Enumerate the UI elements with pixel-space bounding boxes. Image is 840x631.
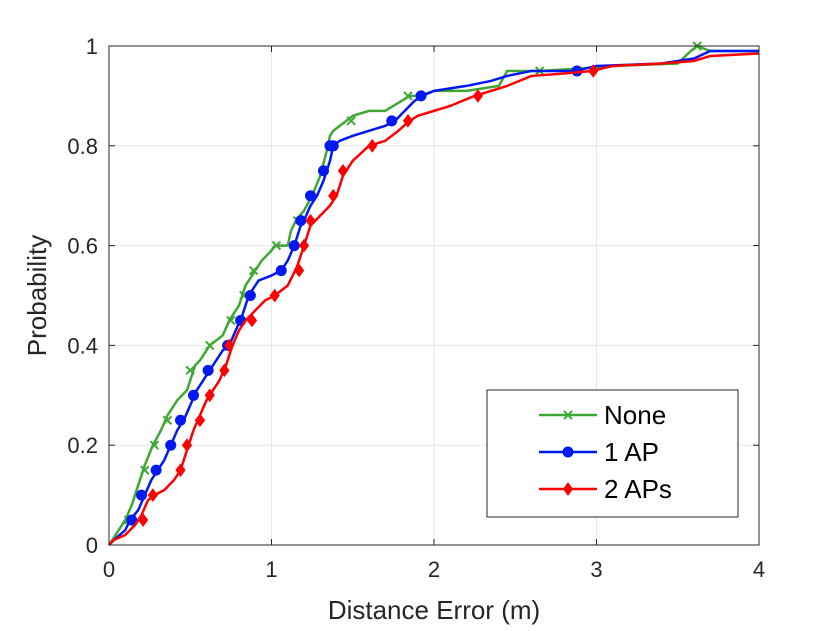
data-point-2-18 xyxy=(588,64,599,78)
x-axis-label: Distance Error (m) xyxy=(328,595,540,625)
legend-entry-2: 2 APs xyxy=(539,474,672,504)
data-point-2-1 xyxy=(147,488,158,502)
data-point-1-16 xyxy=(327,140,339,152)
data-point-2-3 xyxy=(181,438,193,453)
data-point-2-13 xyxy=(328,188,339,203)
data-point-0-1 xyxy=(140,465,150,475)
legend-entry-0: None xyxy=(539,400,666,430)
data-point-1-1 xyxy=(136,489,147,501)
data-point-1-0 xyxy=(126,514,138,526)
data-point-1-12 xyxy=(295,215,307,227)
data-point-2-4 xyxy=(194,413,206,428)
data-point-1-17 xyxy=(386,115,398,127)
data-point-2-12 xyxy=(305,213,316,228)
data-point-2-8 xyxy=(246,313,258,328)
axes xyxy=(108,45,760,546)
data-point-0-8 xyxy=(248,265,259,276)
y-tick-label-3: 0.6 xyxy=(67,234,98,259)
data-point-1-6 xyxy=(202,364,214,376)
data-point-1-13 xyxy=(305,190,316,202)
y-tick-label-5: 1 xyxy=(86,34,98,59)
data-point-1-11 xyxy=(288,240,300,252)
x-tick-label-1: 1 xyxy=(265,557,277,582)
data-point-2-15 xyxy=(367,138,378,153)
data-point-2-2 xyxy=(175,463,186,477)
tick-labels: 0 1 2 3 4 0 0.2 0.4 0.6 0.8 1 xyxy=(67,34,765,582)
series-1-ap xyxy=(108,49,759,546)
data-point-0-3 xyxy=(162,415,173,425)
data-point-1-14 xyxy=(318,165,329,177)
series-layer xyxy=(107,41,760,546)
data-point-2-5 xyxy=(204,388,215,403)
data-point-1-10 xyxy=(275,265,287,277)
y-tick-label-2: 0.4 xyxy=(67,333,98,358)
x-tick-label-0: 0 xyxy=(103,557,115,582)
series-2-aps xyxy=(108,52,760,546)
data-point-0-9 xyxy=(271,240,282,251)
data-point-0-12 xyxy=(403,91,413,101)
y-tick-label-0: 0 xyxy=(86,533,98,558)
data-point-2-9 xyxy=(269,288,280,303)
data-point-1-3 xyxy=(165,439,177,451)
x-tick-label-3: 3 xyxy=(590,557,602,582)
series-none xyxy=(107,41,759,546)
data-point-0-5 xyxy=(205,340,215,351)
legend-entry-1: 1 AP xyxy=(539,437,659,467)
data-point-2-17 xyxy=(472,89,483,103)
data-point-0-11 xyxy=(346,116,356,126)
legend-label-1: 1 AP xyxy=(604,437,659,467)
data-point-1-4 xyxy=(175,414,186,426)
data-point-2-16 xyxy=(402,114,414,128)
data-point-1-5 xyxy=(188,389,199,401)
legend-box xyxy=(486,389,739,518)
legend-label-0: None xyxy=(604,400,666,430)
y-axis-label: Probability xyxy=(22,235,52,356)
data-point-2-0 xyxy=(138,513,149,527)
legend-marker-2 xyxy=(562,482,574,496)
x-tick-label-4: 4 xyxy=(753,557,765,582)
data-point-1-18 xyxy=(415,90,427,102)
data-point-0-2 xyxy=(149,440,160,450)
data-point-2-11 xyxy=(298,238,310,253)
series-line-2 xyxy=(108,52,760,546)
y-tick-label-1: 0.2 xyxy=(67,433,98,458)
data-point-1-2 xyxy=(150,464,162,476)
legend: None 1 AP 2 APs xyxy=(486,389,739,518)
data-point-2-10 xyxy=(294,263,305,278)
y-tick-label-4: 0.8 xyxy=(67,134,98,159)
x-tick-label-2: 2 xyxy=(428,557,440,582)
data-point-2-6 xyxy=(219,363,230,378)
data-point-1-9 xyxy=(244,290,256,301)
legend-marker-1 xyxy=(562,446,574,458)
data-point-0-4 xyxy=(185,365,195,376)
data-point-0-6 xyxy=(226,315,236,326)
data-point-2-7 xyxy=(224,338,235,353)
legend-marker-0 xyxy=(563,410,573,420)
data-point-2-14 xyxy=(337,163,349,178)
legend-label-2: 2 APs xyxy=(604,474,672,504)
